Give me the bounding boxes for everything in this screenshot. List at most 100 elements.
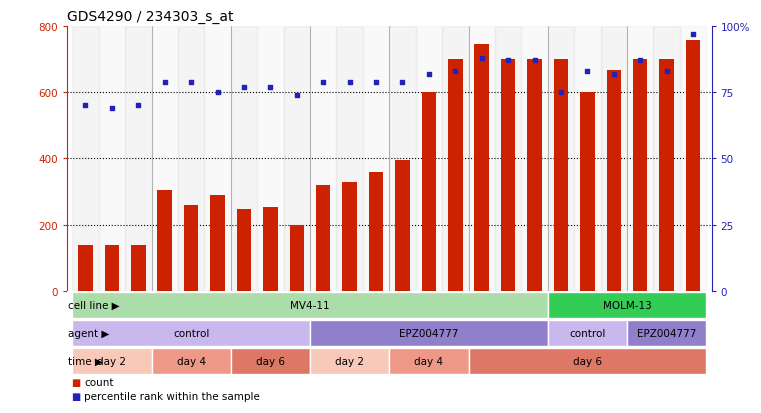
Bar	[210, 195, 224, 291]
Bar	[237, 209, 251, 291]
Bar	[310, 320, 548, 347]
Bar	[495, 27, 521, 291]
Bar	[521, 27, 548, 291]
Bar	[369, 173, 384, 291]
Bar	[316, 185, 330, 291]
Bar	[184, 205, 199, 291]
Bar	[158, 190, 172, 291]
Text: day 6: day 6	[256, 356, 285, 366]
Bar	[390, 27, 416, 291]
Text: EPZ004777: EPZ004777	[637, 328, 696, 338]
Bar	[680, 27, 706, 291]
Bar	[205, 27, 231, 291]
Bar	[131, 245, 145, 291]
Bar	[548, 292, 706, 319]
Bar	[448, 60, 463, 291]
Text: day 4: day 4	[415, 356, 444, 366]
Bar	[284, 27, 310, 291]
Bar	[574, 27, 600, 291]
Point	[581, 69, 594, 75]
Point	[79, 103, 91, 109]
Point	[106, 105, 118, 112]
Bar	[607, 71, 621, 291]
Point	[212, 90, 224, 96]
Point	[317, 79, 330, 85]
Bar	[633, 60, 648, 291]
Text: agent ▶: agent ▶	[68, 328, 110, 338]
Bar	[548, 27, 574, 291]
Point	[238, 84, 250, 91]
Bar	[474, 45, 489, 291]
Bar	[104, 246, 119, 291]
Point	[687, 31, 699, 38]
Point	[555, 90, 567, 96]
Point	[661, 69, 673, 75]
Text: day 2: day 2	[97, 356, 126, 366]
Bar	[263, 207, 278, 291]
Bar	[501, 60, 515, 291]
Text: MOLM-13: MOLM-13	[603, 300, 651, 310]
Point	[370, 79, 382, 85]
Text: count: count	[84, 377, 114, 387]
Bar	[72, 320, 310, 347]
Text: ■: ■	[71, 377, 80, 387]
Point	[343, 79, 355, 85]
Bar	[336, 27, 363, 291]
Text: control: control	[173, 328, 209, 338]
Bar	[125, 27, 151, 291]
Bar	[310, 27, 336, 291]
Bar	[600, 27, 627, 291]
Bar	[72, 27, 99, 291]
Bar	[686, 41, 700, 291]
Text: GDS4290 / 234303_s_at: GDS4290 / 234303_s_at	[67, 10, 234, 24]
Bar	[78, 245, 93, 291]
Text: MV4-11: MV4-11	[290, 300, 330, 310]
Bar	[580, 93, 594, 291]
Point	[528, 58, 540, 64]
Bar	[442, 27, 469, 291]
Point	[291, 92, 303, 99]
Text: control: control	[569, 328, 606, 338]
Bar	[422, 93, 436, 291]
Bar	[178, 27, 205, 291]
Point	[185, 79, 197, 85]
Text: day 2: day 2	[335, 356, 364, 366]
Bar	[469, 348, 706, 375]
Bar	[289, 226, 304, 291]
Point	[423, 71, 435, 78]
Bar	[627, 320, 706, 347]
Bar	[554, 60, 568, 291]
Bar	[99, 27, 125, 291]
Bar	[257, 27, 284, 291]
Bar	[527, 60, 542, 291]
Bar	[548, 320, 627, 347]
Point	[132, 103, 145, 109]
Bar	[363, 27, 390, 291]
Bar	[72, 292, 548, 319]
Text: day 6: day 6	[573, 356, 602, 366]
Text: percentile rank within the sample: percentile rank within the sample	[84, 391, 260, 401]
Text: day 4: day 4	[177, 356, 205, 366]
Text: EPZ004777: EPZ004777	[400, 328, 459, 338]
Point	[158, 79, 170, 85]
Text: ■: ■	[71, 391, 80, 401]
Point	[449, 69, 461, 75]
Bar	[654, 27, 680, 291]
Bar	[151, 348, 231, 375]
Bar	[659, 60, 674, 291]
Bar	[310, 348, 390, 375]
Bar	[151, 27, 178, 291]
Point	[264, 84, 276, 91]
Bar	[342, 182, 357, 291]
Point	[396, 79, 409, 85]
Point	[608, 71, 620, 78]
Point	[476, 55, 488, 62]
Bar	[72, 348, 151, 375]
Bar	[231, 348, 310, 375]
Bar	[627, 27, 654, 291]
Bar	[416, 27, 442, 291]
Point	[502, 58, 514, 64]
Bar	[231, 27, 257, 291]
Text: cell line ▶: cell line ▶	[68, 300, 120, 310]
Bar	[469, 27, 495, 291]
